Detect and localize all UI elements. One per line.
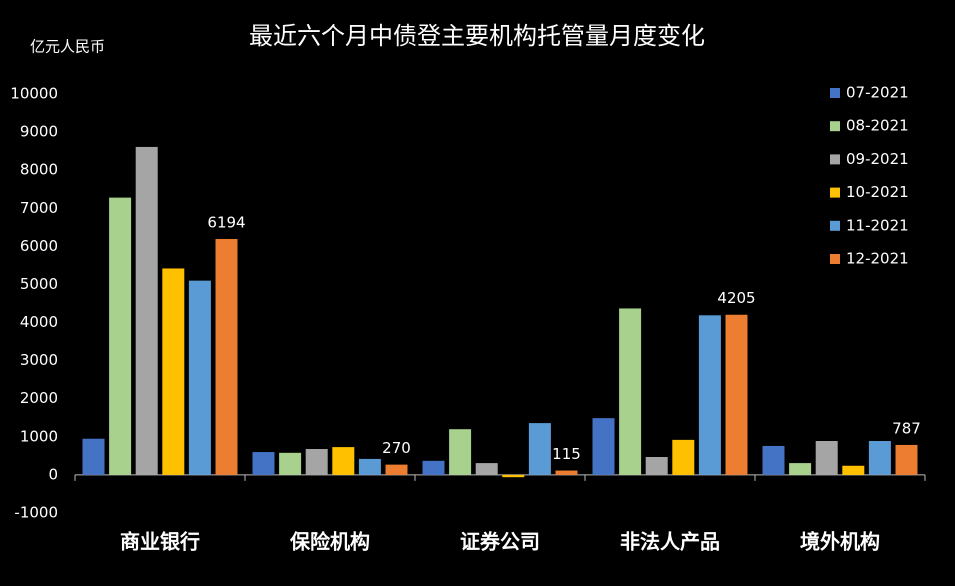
bar <box>162 268 185 475</box>
bar <box>528 423 551 475</box>
bar <box>109 197 132 475</box>
bar <box>135 146 158 475</box>
legend-label: 09-2021 <box>846 150 909 168</box>
bar <box>619 308 642 475</box>
data-label: 6194 <box>207 213 245 231</box>
bar <box>332 447 355 475</box>
bar <box>449 429 472 475</box>
x-tick-label: 商业银行 <box>120 530 200 554</box>
bar <box>358 458 381 475</box>
legend-label: 11-2021 <box>846 216 909 234</box>
bar <box>895 444 918 475</box>
legend-label: 08-2021 <box>846 117 909 135</box>
bar <box>698 315 721 475</box>
y-tick-label: 1000 <box>20 427 58 445</box>
y-unit-label: 亿元人民币 <box>30 38 105 56</box>
legend-label: 12-2021 <box>846 250 909 268</box>
y-tick-label: 8000 <box>20 161 58 179</box>
bar <box>279 452 302 475</box>
x-tick-label: 证券公司 <box>460 530 540 554</box>
bar <box>842 465 865 475</box>
bar <box>592 418 615 475</box>
bar <box>815 441 838 475</box>
y-tick-label: 0 <box>48 465 58 483</box>
data-label: 270 <box>382 439 411 457</box>
y-tick-label: 10000 <box>10 85 58 103</box>
legend-swatch <box>830 88 840 98</box>
y-tick-label: 5000 <box>20 275 58 293</box>
legend-swatch <box>830 254 840 264</box>
legend-swatch <box>830 187 840 198</box>
bar <box>789 463 812 475</box>
bar <box>555 470 578 475</box>
bar <box>502 474 525 478</box>
bar <box>215 238 238 475</box>
bar <box>725 314 748 475</box>
legend-swatch <box>830 154 840 165</box>
y-tick-label: 6000 <box>20 237 58 255</box>
x-tick-label: 非法人产品 <box>620 530 720 554</box>
data-label: 115 <box>552 445 581 463</box>
x-tick-label: 境外机构 <box>800 530 880 554</box>
bar <box>868 441 891 475</box>
data-label: 787 <box>892 419 921 437</box>
bar <box>252 452 275 475</box>
data-label: 4205 <box>717 289 755 307</box>
y-tick-label: 4000 <box>20 313 58 331</box>
bar <box>672 439 695 475</box>
legend-label: 10-2021 <box>846 183 909 201</box>
bar <box>475 463 498 475</box>
legend-label: 07-2021 <box>846 84 909 102</box>
bar <box>305 449 328 475</box>
y-tick-label: 9000 <box>20 123 58 141</box>
bar <box>82 438 105 475</box>
y-tick-label: 7000 <box>20 199 58 217</box>
chart-title: 最近六个月中债登主要机构托管量月度变化 <box>249 22 705 50</box>
legend-swatch <box>830 121 840 132</box>
y-tick-label: 3000 <box>20 351 58 369</box>
bar <box>645 457 668 475</box>
y-tick-label: -1000 <box>14 504 58 522</box>
bar <box>385 464 408 475</box>
legend-swatch <box>830 220 840 231</box>
bar <box>188 280 211 475</box>
bar <box>762 445 785 475</box>
x-tick-label: 保险机构 <box>289 530 370 554</box>
bar <box>422 460 445 475</box>
y-tick-label: 2000 <box>20 389 58 407</box>
